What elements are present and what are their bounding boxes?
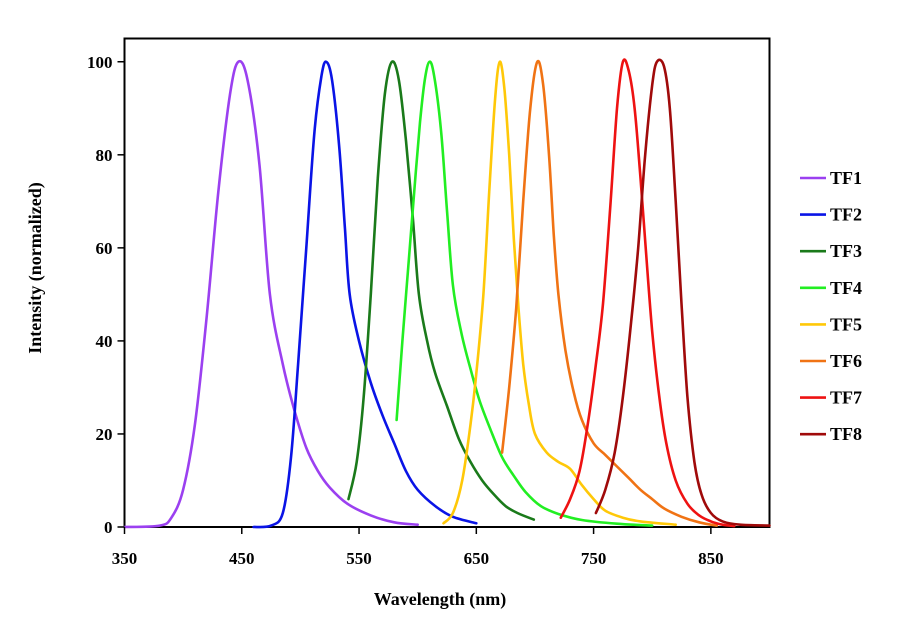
legend-item-tf6: TF6 — [800, 351, 862, 371]
legend-label: TF6 — [830, 351, 862, 371]
series-line-tf7 — [559, 58, 736, 528]
legend: TF1 TF2 TF3 TF4 TF5 TF6 TF7 TF8 — [800, 168, 862, 444]
y-axis-title: Intensity (normalized) — [25, 182, 46, 353]
series-line-tf1 — [123, 59, 419, 529]
legend-label: TF8 — [830, 424, 862, 444]
legend-label: TF1 — [830, 168, 862, 188]
y-axis-ticks: 0 20 40 60 80 100 — [87, 53, 125, 537]
series-line-tf4 — [395, 60, 654, 527]
series-line-tf2 — [252, 60, 478, 529]
series-line-tf8 — [594, 58, 771, 527]
y-tick-label: 80 — [96, 146, 113, 165]
legend-label: TF3 — [830, 241, 862, 261]
y-tick-label: 40 — [96, 332, 113, 351]
legend-item-tf2: TF2 — [800, 205, 862, 225]
series-line-tf3 — [347, 60, 536, 521]
x-axis-ticks: 350 450 550 650 750 850 — [112, 527, 724, 568]
x-tick-label: 850 — [698, 549, 724, 568]
legend-item-tf1: TF1 — [800, 168, 862, 188]
x-tick-label: 350 — [112, 549, 138, 568]
x-tick-label: 450 — [229, 549, 255, 568]
legend-item-tf4: TF4 — [800, 278, 862, 298]
series-layer — [123, 58, 771, 529]
legend-item-tf8: TF8 — [800, 424, 862, 444]
legend-item-tf3: TF3 — [800, 241, 862, 261]
legend-label: TF5 — [830, 314, 862, 334]
legend-item-tf5: TF5 — [800, 314, 862, 334]
plot-frame — [123, 37, 771, 528]
series-line-tf5 — [442, 60, 677, 526]
x-tick-label: 650 — [464, 549, 490, 568]
x-tick-label: 550 — [346, 549, 372, 568]
series-line-tf6 — [500, 59, 718, 527]
x-axis-title: Wavelength (nm) — [374, 589, 507, 610]
y-tick-label: 100 — [87, 53, 113, 72]
legend-label: TF7 — [830, 388, 862, 408]
legend-label: TF4 — [830, 278, 862, 298]
legend-item-tf7: TF7 — [800, 388, 862, 408]
y-tick-label: 0 — [104, 518, 113, 537]
x-tick-label: 750 — [581, 549, 607, 568]
legend-label: TF2 — [830, 205, 862, 225]
y-tick-label: 60 — [96, 239, 113, 258]
y-tick-label: 20 — [96, 425, 113, 444]
